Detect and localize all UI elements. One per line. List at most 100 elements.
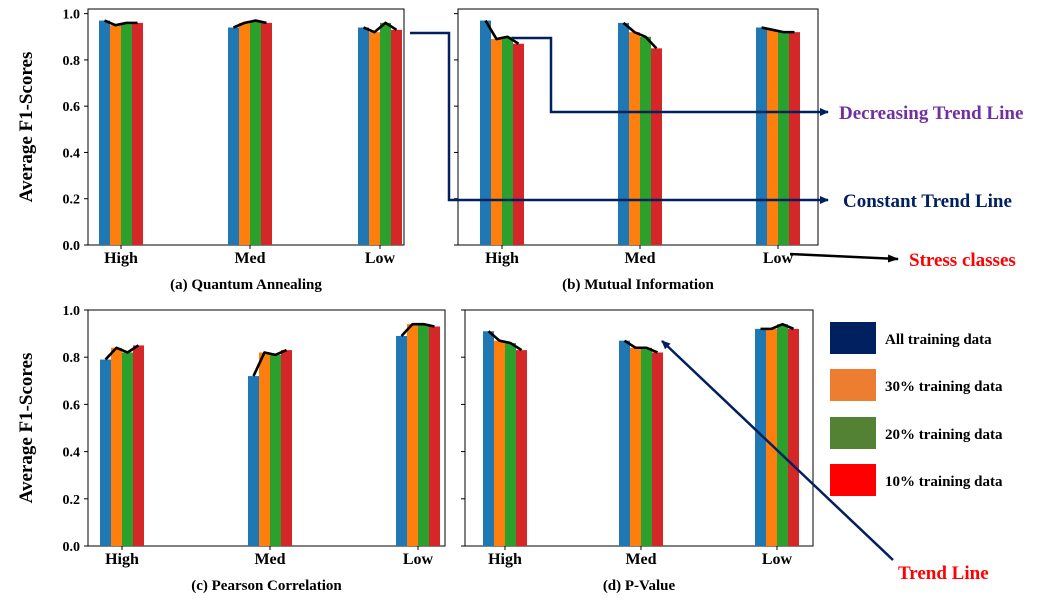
bar: [358, 27, 369, 246]
trend-line: [623, 339, 659, 354]
y-tick-label: 0.0: [63, 540, 81, 555]
bar: [629, 32, 640, 246]
bar: [652, 352, 663, 546]
trend-line-label: Trend Line: [898, 563, 989, 584]
bar: [480, 20, 491, 245]
bar: [261, 22, 272, 245]
stress-classes-arrow: [789, 252, 899, 263]
bar: [110, 25, 121, 246]
x-tick-label: Low: [365, 250, 396, 267]
x-tick-label: Low: [762, 551, 793, 568]
bar: [789, 32, 800, 246]
bar: [133, 345, 144, 546]
bar: [505, 343, 516, 546]
bar: [641, 347, 652, 546]
bar: [513, 43, 524, 245]
decreasing-trend-label: Decreasing Trend Line: [839, 103, 1023, 124]
trend-line: [761, 26, 795, 34]
y-tick-label: 0.8: [63, 54, 81, 69]
bar: [516, 350, 527, 546]
bar: [483, 331, 494, 546]
chart-panel: 0.0 0.2 0.4 0.6 0.8 1.0 High Med Low Average F1-S…: [16, 8, 405, 293]
y-tick-label: 0.0: [63, 239, 81, 254]
y-tick-label: 0.4: [63, 146, 81, 161]
annotation-arrows: [410, 31, 899, 561]
y-tick-label: 0.8: [63, 351, 81, 366]
trend-line: [760, 322, 795, 331]
bar: [380, 22, 391, 245]
bar: [494, 340, 505, 546]
bar: [778, 32, 789, 246]
trend-line: [252, 348, 288, 377]
trend-line: [104, 344, 140, 361]
legend-swatch-30: [830, 369, 876, 401]
x-tick-label: Low: [403, 551, 434, 568]
bar: [250, 20, 261, 245]
x-tick-label: Med: [254, 551, 285, 568]
x-tick-label: Med: [234, 250, 265, 267]
x-tick-label: High: [485, 250, 519, 267]
bar: [502, 36, 513, 245]
bar: [132, 22, 143, 245]
bar: [248, 376, 259, 546]
panel-caption: (c) Pearson Correlation: [191, 578, 342, 594]
bar: [121, 22, 132, 245]
bar: [756, 27, 767, 246]
y-tick-label: 1.0: [63, 304, 81, 319]
chart-panel: High Med Low (d) P-Value: [461, 309, 814, 594]
bar: [777, 324, 788, 546]
chart-panels: 0.0 0.2 0.4 0.6 0.8 1.0 High Med Low Average F1-S…: [16, 8, 819, 594]
trend-line-arrow: [661, 340, 894, 561]
bar: [766, 328, 777, 546]
y-tick-label: 0.6: [63, 398, 81, 413]
legend: All training data 30% training data 20% …: [830, 322, 1003, 496]
x-tick-label: Med: [624, 250, 655, 267]
bar: [270, 354, 281, 546]
trend-line: [487, 330, 523, 352]
x-tick-label: High: [104, 250, 138, 267]
x-tick-label: High: [488, 551, 522, 568]
bar: [429, 326, 440, 546]
y-tick-label: 0.2: [63, 193, 81, 208]
bar: [369, 32, 380, 246]
bar: [767, 29, 778, 245]
y-tick-label: 1.0: [63, 8, 81, 23]
bar: [100, 359, 111, 546]
stress-classes-label: Stress classes: [909, 250, 1016, 271]
constant-trend-label: Constant Trend Line: [843, 191, 1012, 212]
y-axis-label: Average F1-Scores: [16, 353, 37, 504]
bar: [228, 27, 239, 246]
trend-line: [362, 21, 398, 34]
bar: [111, 347, 122, 546]
y-axis-label: Average F1-Scores: [16, 52, 37, 203]
chart-panel: High Med Low (b) Mutual Information: [454, 8, 819, 293]
bar: [418, 324, 429, 546]
bar: [239, 22, 250, 245]
panel-caption: (a) Quantum Annealing: [170, 277, 322, 293]
bar: [122, 352, 133, 546]
bar: [259, 352, 270, 546]
x-tick-label: Med: [625, 551, 656, 568]
panel-caption: (b) Mutual Information: [562, 277, 714, 293]
x-tick-label: Low: [763, 250, 794, 267]
bar: [619, 340, 630, 546]
legend-label-10: 10% training data: [885, 474, 1003, 490]
trend-line: [103, 19, 138, 27]
legend-swatch-10: [830, 464, 876, 496]
y-tick-label: 0.6: [63, 100, 81, 115]
trend-line: [400, 322, 435, 337]
bar: [407, 324, 418, 546]
bar: [281, 350, 292, 546]
legend-swatch-20: [830, 417, 876, 449]
bar: [618, 22, 629, 245]
legend-label-20: 20% training data: [885, 427, 1003, 443]
legend-label-all: All training data: [885, 332, 992, 348]
bar: [396, 335, 407, 546]
bar: [755, 328, 766, 546]
bar: [651, 48, 662, 246]
legend-swatch-all: [830, 322, 876, 354]
decreasing-trend-arrow: [512, 36, 829, 116]
bar: [391, 29, 402, 245]
x-tick-label: High: [105, 551, 139, 568]
